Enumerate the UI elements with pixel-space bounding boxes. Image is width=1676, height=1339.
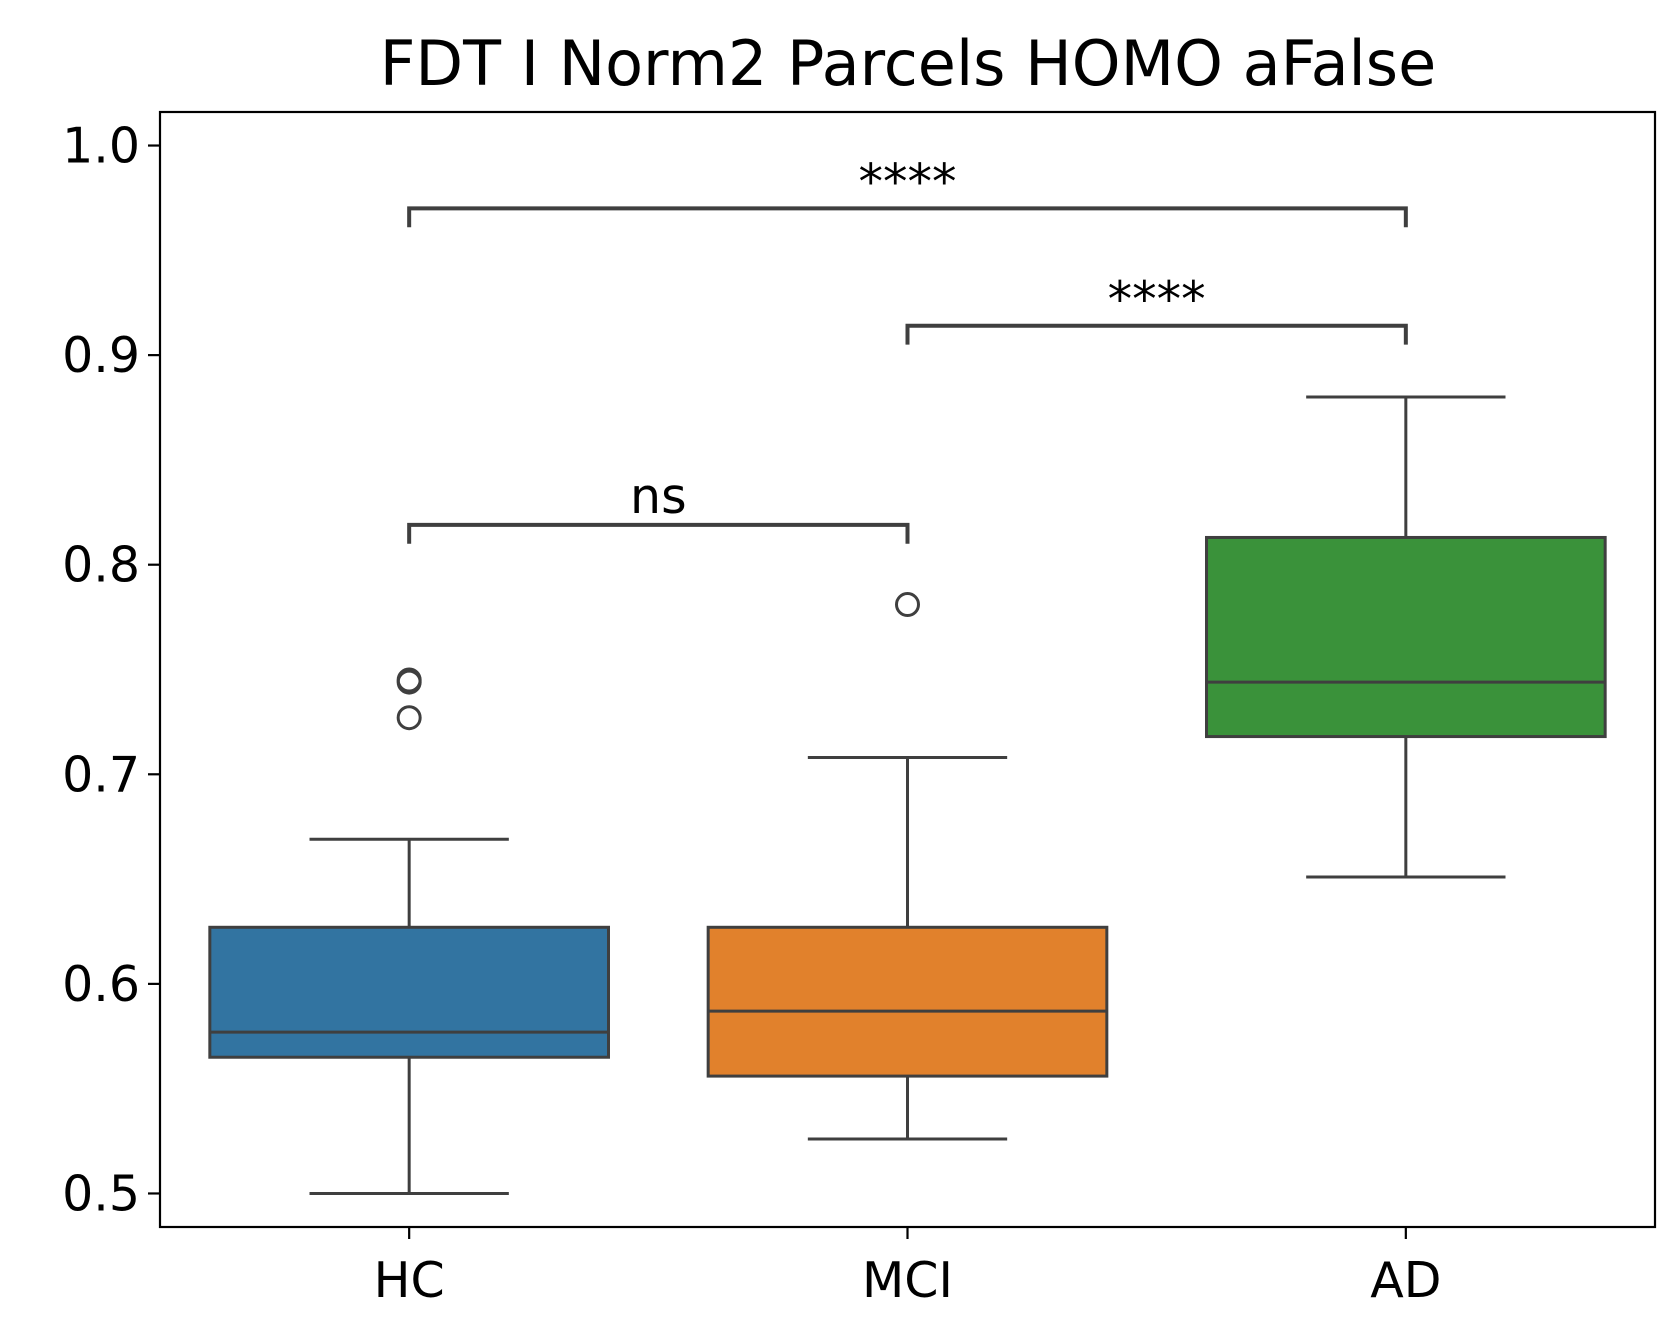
y-tick-label: 0.6 (62, 956, 140, 1013)
significance-bracket (905, 323, 1408, 345)
significance-label: **** (859, 153, 957, 210)
significance-label: ns (630, 468, 687, 525)
outlier-point (895, 592, 920, 618)
box-body (208, 925, 610, 1059)
box-hc (208, 667, 610, 1195)
y-tick-label: 0.7 (62, 746, 140, 803)
y-tick-label: 0.8 (62, 537, 140, 594)
outlier-point (396, 705, 422, 731)
y-tick-label: 1.0 (62, 118, 140, 175)
x-tick-label: AD (1370, 1252, 1441, 1309)
y-tick-label: 0.9 (62, 327, 140, 384)
box-body (1205, 535, 1607, 739)
box-ad (1205, 395, 1607, 879)
y-tick-label: 0.5 (62, 1165, 140, 1222)
outlier-point (396, 667, 422, 693)
x-tick-label: HC (374, 1252, 445, 1309)
box-body (706, 925, 1109, 1078)
significance-label: **** (1108, 271, 1206, 328)
significance-bracket (407, 206, 1408, 228)
plot-area: 0.5 0.6 0.7 0.8 0.9 1.0 HC MCI AD ns **** **** (62, 110, 1657, 1309)
chart-title: FDT I Norm2 Parcels HOMO aFalse (380, 27, 1436, 100)
box-mci (706, 592, 1109, 1141)
x-tick-label: MCI (862, 1252, 953, 1309)
significance-bracket (407, 522, 910, 544)
